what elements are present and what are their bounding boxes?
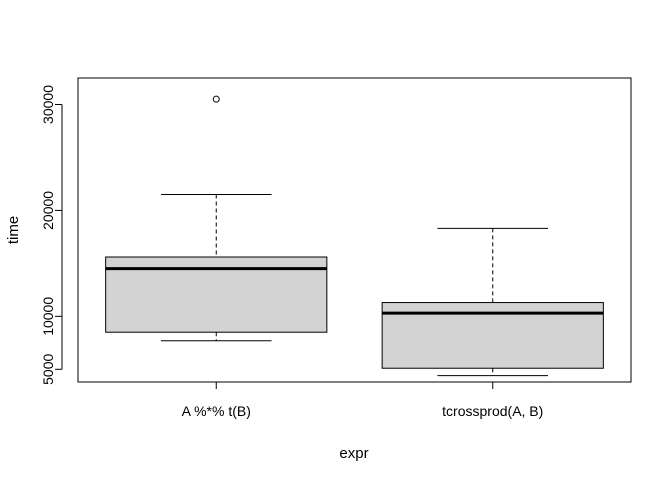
y-tick-label: 5000 [40,354,56,385]
x-axis: A %*% t(B) tcrossprod(A, B) [182,381,543,419]
y-axis: 5000 10000 20000 30000 [40,85,63,385]
x-axis-label: expr [339,445,368,462]
y-axis-label: time [5,216,22,244]
box-series [105,95,604,377]
box-group [105,95,328,342]
x-tick-label: A %*% t(B) [182,403,251,419]
box-group [381,227,604,377]
outlier-point [212,95,220,103]
y-tick-label: 20000 [40,191,56,230]
y-tick-label: 30000 [40,85,56,124]
y-tick-label: 10000 [40,297,56,336]
x-tick-label: tcrossprod(A, B) [442,403,543,419]
